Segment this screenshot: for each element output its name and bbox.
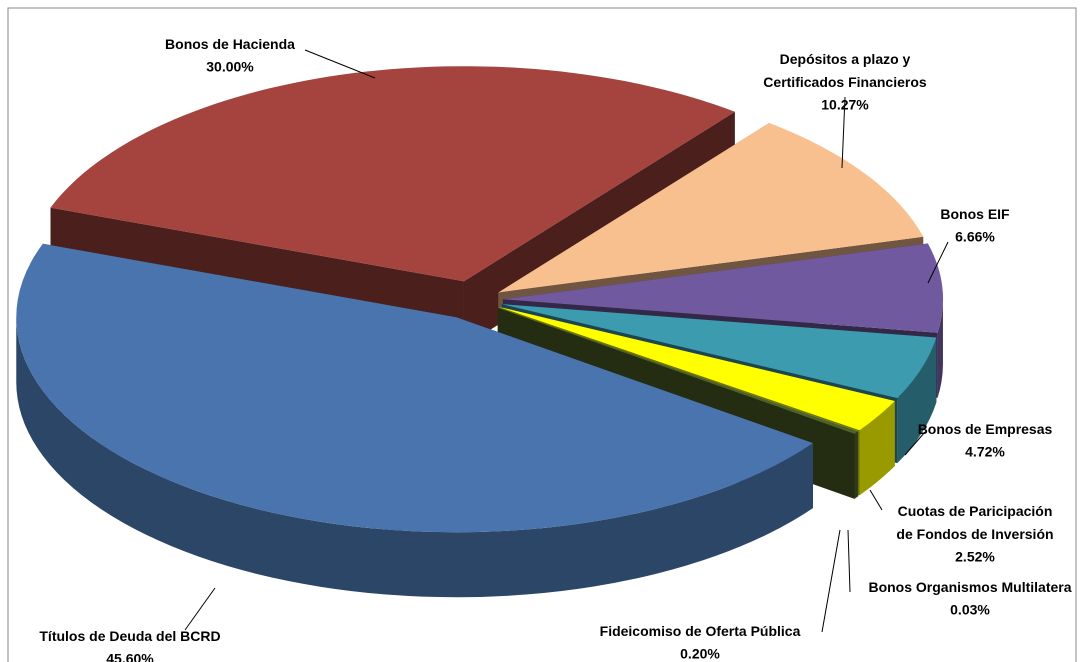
slice-label: Títulos de Deuda del BCRD	[39, 628, 220, 644]
slice-side	[897, 337, 937, 464]
value-label: 0.20%	[680, 646, 720, 662]
slice	[50, 66, 735, 282]
leader-line	[304, 49, 376, 79]
slice-label: Bonos de Hacienda	[165, 36, 295, 52]
slice	[497, 307, 859, 432]
value-label: 45.60%	[106, 651, 154, 662]
value-label: 6.66%	[955, 229, 995, 245]
slice	[16, 243, 813, 533]
value-label: 10.27%	[821, 97, 869, 113]
slice-side	[859, 400, 895, 496]
slice-label: Bonos Organismos Multilatera	[868, 579, 1071, 595]
slice	[501, 304, 937, 399]
value-label: 4.72%	[965, 444, 1005, 460]
slice-label: Bonos de Empresas	[918, 421, 1053, 437]
leader-line	[869, 489, 883, 511]
leader-line	[841, 96, 846, 169]
slice-label: Depósitos a plazo y Certificados Financie…	[763, 51, 927, 90]
slice-side	[16, 317, 813, 598]
slice-side	[854, 431, 858, 499]
slice	[498, 123, 924, 293]
slice-label: Fideicomiso de Oferta Pública	[600, 623, 801, 639]
slice-side	[937, 299, 943, 398]
leader-line	[904, 431, 926, 456]
leader-line	[927, 241, 949, 284]
leader-line	[821, 529, 841, 633]
slice	[499, 306, 895, 431]
leader-line	[184, 587, 216, 631]
slice	[497, 307, 858, 434]
leader-line	[847, 529, 851, 593]
value-label: 2.52%	[955, 549, 995, 565]
value-label: 0.03%	[950, 602, 990, 618]
slice	[502, 243, 943, 333]
slice-label: Bonos EIF	[940, 206, 1010, 222]
value-label: 30.00%	[206, 59, 254, 75]
slice-label: Cuotas de Paricipación de Fondos de Inver…	[896, 503, 1053, 542]
